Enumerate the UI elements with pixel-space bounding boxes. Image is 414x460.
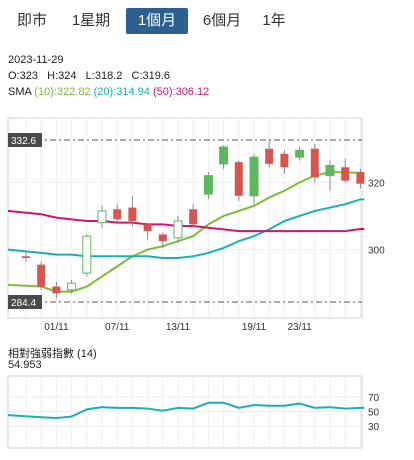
candle-down	[234, 162, 243, 196]
candle-down	[113, 209, 122, 220]
candle-up	[97, 210, 107, 224]
candle-down	[22, 256, 30, 258]
price-chart: 320 300 332.6 284.4 01/11 07/11 13/11 19/11 23/1…	[7, 117, 385, 330]
low-marker-box	[8, 295, 42, 309]
candle-up	[249, 156, 259, 197]
high-marker-label: 332.6	[11, 136, 36, 147]
x-tick-label: 19/11	[242, 322, 267, 330]
low-marker-label: 284.4	[11, 298, 36, 309]
sma20-legend: (20):314.94	[93, 86, 150, 98]
x-tick-label: 01/11	[44, 322, 69, 330]
tab-1-month[interactable]: 1個月	[126, 8, 188, 34]
candle-down	[280, 153, 289, 168]
x-tick-label: 07/11	[105, 322, 130, 330]
sma-legend: SMA (10):322.82 (20):314.94 (50):306.12	[8, 86, 209, 98]
y-tick-label: 320	[368, 178, 385, 189]
candle-up	[325, 165, 335, 177]
y-tick-label: 300	[368, 246, 385, 257]
candle-down	[189, 209, 198, 225]
candle-down	[341, 167, 350, 181]
plot-frame	[7, 117, 363, 319]
candle-down	[356, 172, 365, 184]
rsi-tick-label: 50	[368, 408, 380, 419]
candle-up	[67, 282, 77, 291]
sma50-line	[7, 209, 365, 233]
rsi-tick-label: 70	[368, 393, 380, 404]
quote-date: 2023-11-29	[8, 54, 64, 66]
sma10-legend: (10):322.82	[34, 86, 91, 98]
candle-up	[219, 146, 229, 165]
candle-down	[37, 264, 46, 287]
candle-up	[295, 149, 305, 158]
sma50-legend: (50):306.12	[152, 86, 210, 98]
tab-1-week[interactable]: 1星期	[71, 12, 111, 29]
tab-1-year[interactable]: 1年	[262, 12, 286, 29]
sma-label: SMA	[8, 86, 32, 98]
rsi-value: 54.953	[8, 359, 42, 371]
tab-6-months[interactable]: 6個月	[202, 12, 242, 29]
candle-up	[82, 235, 92, 274]
candle-up	[203, 175, 213, 195]
x-tick-label: 23/11	[287, 322, 312, 330]
candle-down	[310, 148, 319, 178]
rsi-line	[7, 401, 365, 420]
tab-realtime[interactable]: 即市	[16, 12, 47, 29]
period-tabs: 即市 1星期 1個月 6個月 1年	[0, 0, 414, 44]
candle-down	[265, 148, 274, 164]
rsi-title: 相對強弱指數 (14)	[8, 348, 97, 360]
x-tick-label: 13/11	[166, 322, 191, 330]
candle-down	[52, 286, 61, 294]
candle-down	[158, 234, 167, 242]
candle-down	[128, 207, 137, 221]
rsi-tick-label: 30	[368, 422, 380, 433]
rsi-frame	[7, 375, 363, 449]
candle-down	[143, 224, 152, 232]
high-marker-box	[8, 133, 42, 147]
candle-up	[173, 220, 183, 239]
quote-ohlc: O:323 H:324 L:318.2 C:319.6	[8, 70, 171, 82]
